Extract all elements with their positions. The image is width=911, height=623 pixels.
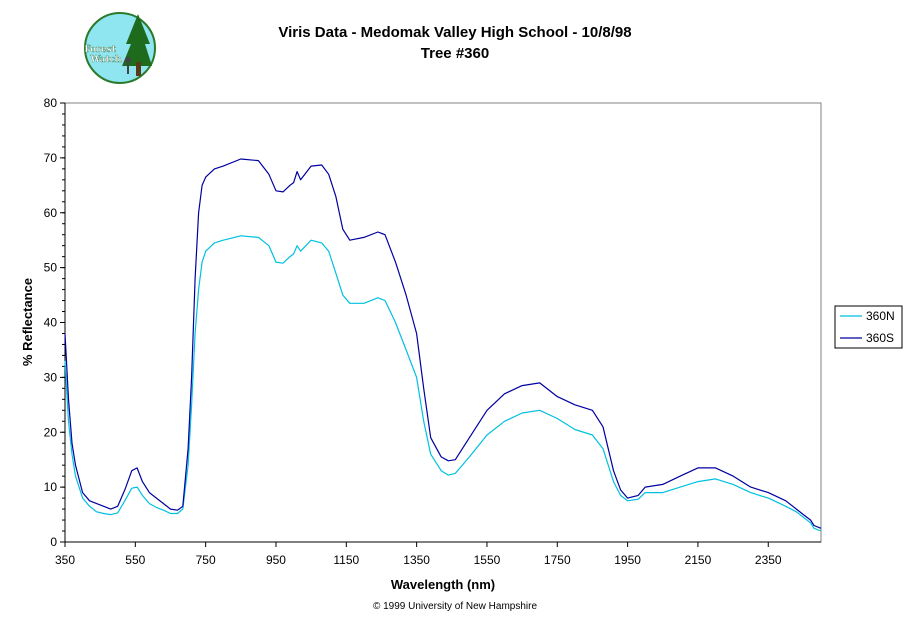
y-axis-title: % Reflectance — [20, 278, 35, 366]
y-tick-label: 30 — [44, 370, 58, 384]
logo-text-forest: Forest — [84, 45, 116, 55]
y-tick-label: 0 — [50, 535, 57, 549]
person-icon — [125, 57, 131, 63]
y-tick-label: 50 — [44, 261, 58, 275]
y-tick-label: 20 — [44, 425, 58, 439]
tree-icon — [122, 14, 152, 66]
y-tick-label: 80 — [44, 96, 58, 110]
legend: 360N 360S — [834, 305, 903, 349]
y-tick-label: 10 — [44, 480, 58, 494]
x-tick-label: 350 — [55, 553, 75, 567]
plot-area — [64, 102, 822, 543]
x-tick-label: 1350 — [403, 553, 430, 567]
chart-subtitle: Tree #360 — [421, 45, 489, 62]
copyright-footer: © 1999 University of New Hampshire — [373, 601, 538, 612]
x-tick-label: 1150 — [333, 553, 359, 567]
x-tick-label: 950 — [266, 553, 286, 567]
legend-label-360N: 360N — [866, 309, 895, 323]
series-line-360N — [64, 235, 822, 532]
tree-trunk-icon — [136, 62, 141, 76]
y-tick-label: 70 — [44, 151, 58, 165]
axes: 0 10 20 30 40 50 60 70 80 350 550 750 950 1150 1350 155… — [44, 96, 821, 567]
legend-label-360S: 360S — [866, 331, 894, 345]
x-tick-label: 2350 — [755, 553, 782, 567]
x-tick-label: 750 — [196, 553, 216, 567]
logo-text-watch: Watch — [89, 55, 122, 65]
y-tick-label: 40 — [44, 316, 58, 330]
y-tick-label: 60 — [44, 206, 58, 220]
legend-box — [834, 305, 903, 349]
x-tick-label: 2150 — [685, 553, 712, 567]
forest-watch-logo: Forest Watch — [84, 12, 156, 84]
x-axis-title: Wavelength (nm) — [391, 577, 495, 592]
chart-title: Viris Data - Medomak Valley High School … — [278, 24, 631, 41]
x-tick-label: 1550 — [474, 553, 501, 567]
x-tick-label: 1750 — [544, 553, 571, 567]
series-line-360S — [64, 158, 822, 529]
series-layer — [64, 158, 822, 532]
x-tick-label: 1950 — [614, 553, 641, 567]
x-tick-label: 550 — [125, 553, 145, 567]
